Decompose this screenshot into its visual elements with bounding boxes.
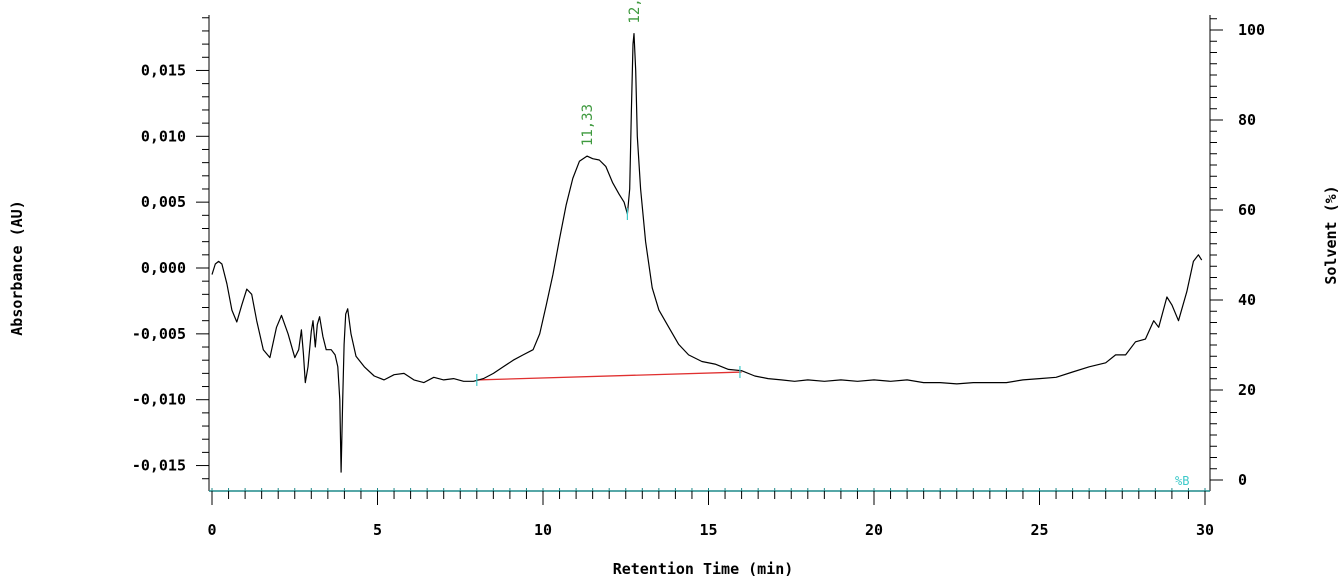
y2-tick-label: 80 [1238,111,1256,129]
y2-tick-label: 0 [1238,471,1247,489]
baseline-layer [476,371,742,381]
x-tick-label: 25 [1030,521,1048,539]
marker-layer [476,208,741,386]
y-tick-label: -0,005 [132,325,186,343]
axes-layer: 0 5 10 15 20 25 30 0,015 0,010 0,005 0,000 -0,005 -0… [132,15,1265,539]
y2-tick-label: 60 [1238,201,1256,219]
y-tick-label: 0,005 [141,193,186,211]
x-tick-label: 15 [699,521,717,539]
integration-baseline [476,371,742,381]
y2-axis-title: Solvent (%) [1322,185,1340,284]
trace-layer [211,32,1203,473]
x-tick-label: 5 [373,521,382,539]
y2-tick-label: 20 [1238,381,1256,399]
y-tick-label: 0,010 [141,127,186,145]
x-tick-label: 20 [865,521,883,539]
x-axis-title: Retention Time (min) [613,560,794,578]
y-tick-label: -0,015 [132,457,186,475]
x-tick-label: 0 [207,521,216,539]
y2-tick-label: 100 [1238,21,1265,39]
peak-label-layer: 11,33 12,75 [580,0,643,146]
x-tick-label: 30 [1196,521,1214,539]
peak-label: 12,75 [627,0,643,24]
solvent-series-label: %B [1175,474,1189,488]
y-tick-label: 0,015 [141,61,186,79]
y2-tick-label: 40 [1238,291,1256,309]
y-tick-label: 0,000 [141,259,186,277]
absorbance-trace [211,32,1203,473]
x-tick-label: 10 [534,521,552,539]
y-axis-title: Absorbance (AU) [8,200,26,335]
y-tick-label: -0,010 [132,391,186,409]
peak-label: 11,33 [580,104,596,146]
